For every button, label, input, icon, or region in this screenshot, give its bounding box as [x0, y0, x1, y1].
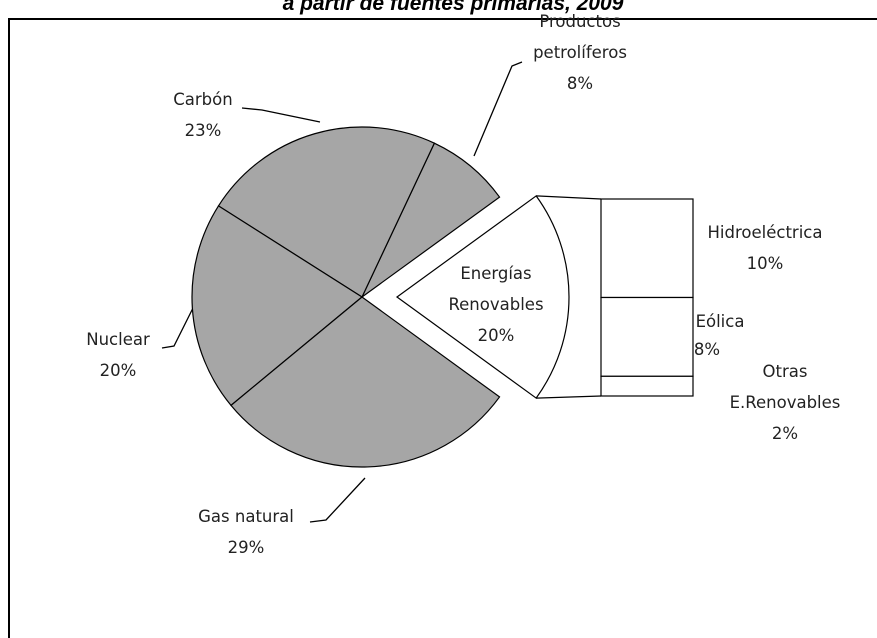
leader-line	[241, 107, 321, 123]
slice-label: Gas natural	[198, 507, 294, 526]
pie-slice	[191, 205, 364, 407]
bar-label: Eólica	[695, 312, 745, 331]
bar-label: Otras E.Renovables	[729, 362, 841, 412]
chart-frame	[8, 18, 877, 638]
slice-label: Carbón	[173, 90, 233, 109]
bar-segment	[600, 296, 694, 377]
connector-line	[536, 195, 602, 200]
slice-value-label: 20%	[99, 361, 137, 380]
slice-label: Productos petrolíferos	[533, 12, 627, 62]
pie-slice	[217, 126, 436, 298]
slice-value-label: 29%	[227, 538, 265, 557]
pie-slice	[395, 195, 570, 399]
leader-line	[473, 61, 523, 157]
bar-label: Hidroeléctrica	[707, 223, 823, 242]
leader-lines	[161, 61, 523, 523]
connector-line	[536, 395, 602, 399]
slice-label: Nuclear	[86, 330, 150, 349]
slice-label: Energías Renovables	[448, 264, 544, 314]
bar-value-label: 2%	[771, 424, 799, 443]
pie-slice	[230, 296, 501, 468]
bar-segment	[600, 198, 694, 299]
slice-value-label: 20%	[477, 326, 515, 345]
leader-line	[309, 477, 366, 523]
slice-value-label: 23%	[184, 121, 222, 140]
bar-value-label: 10%	[746, 254, 784, 273]
bar-value-label: 8%	[693, 340, 721, 359]
slice-value-label: 8%	[566, 74, 594, 93]
chart-title: a partir de fuentes primarias, 2009	[282, 0, 624, 15]
leader-line	[161, 305, 195, 349]
bar-segment	[600, 375, 694, 397]
